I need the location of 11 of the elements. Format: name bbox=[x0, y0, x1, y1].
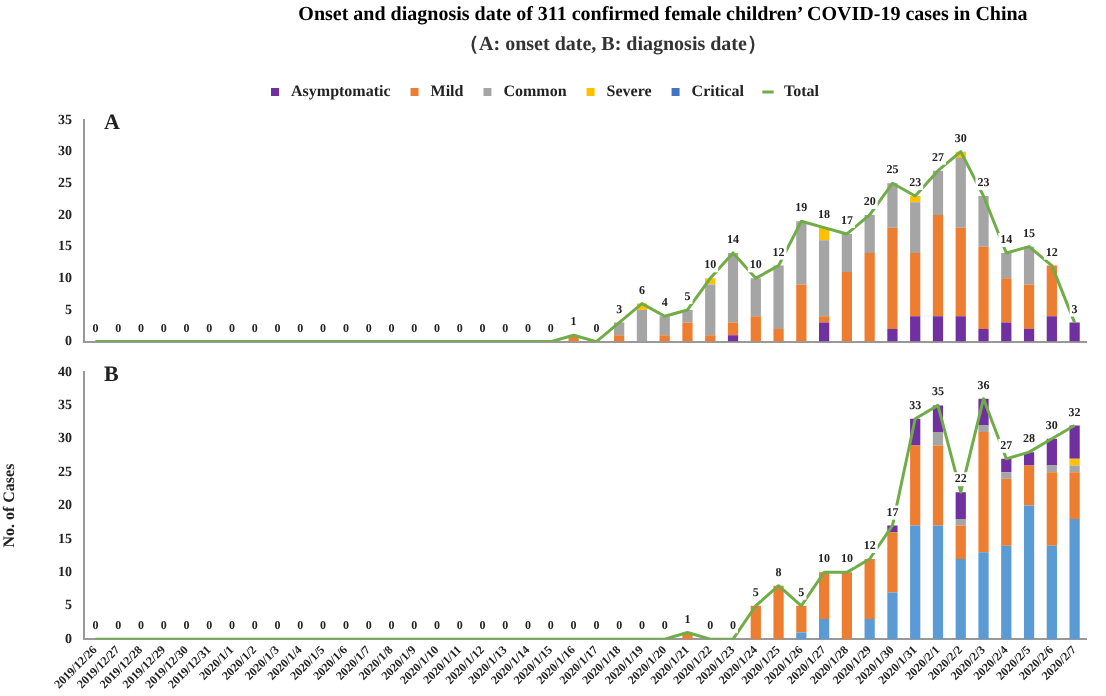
legend-label: Total bbox=[784, 82, 821, 101]
legend-label: Mild bbox=[430, 82, 465, 101]
y-axis-title: No. of Cases bbox=[0, 463, 18, 548]
chart-subtitle: （A: onset date, B: diagnosis date） bbox=[457, 32, 769, 58]
legend-label: Severe bbox=[606, 82, 653, 101]
chart-title: Onset and diagnosis date of 311 confirmed female children’ COVID-19 cases in China bbox=[296, 4, 1030, 26]
legend-label: Critical bbox=[691, 82, 746, 101]
legend-label: Common bbox=[503, 82, 568, 101]
legend-label: Asymptomatic bbox=[291, 82, 392, 101]
annotation: A bbox=[104, 110, 120, 135]
annotation: B bbox=[104, 362, 120, 387]
